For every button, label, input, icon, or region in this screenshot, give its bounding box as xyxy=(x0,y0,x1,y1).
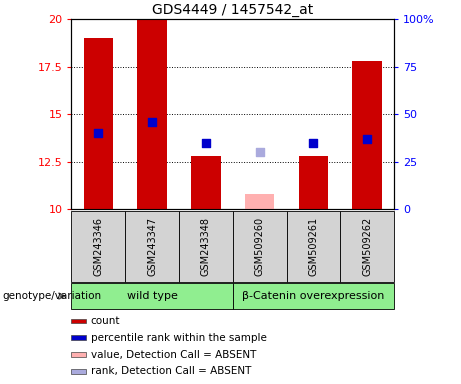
Text: GSM243347: GSM243347 xyxy=(147,217,157,276)
Bar xyxy=(245,194,274,209)
Text: count: count xyxy=(91,316,120,326)
Point xyxy=(95,130,102,136)
Bar xyxy=(71,369,86,374)
Bar xyxy=(125,211,179,282)
Bar xyxy=(299,156,328,209)
Bar xyxy=(71,283,233,309)
Point xyxy=(148,119,156,125)
Text: β-Catenin overexpression: β-Catenin overexpression xyxy=(242,291,384,301)
Text: GSM243346: GSM243346 xyxy=(93,217,103,276)
Text: genotype/variation: genotype/variation xyxy=(2,291,101,301)
Bar xyxy=(71,211,125,282)
Text: GSM509260: GSM509260 xyxy=(254,217,265,276)
Bar xyxy=(137,19,167,209)
Bar xyxy=(340,211,394,282)
Text: wild type: wild type xyxy=(127,291,177,301)
Text: GSM509261: GSM509261 xyxy=(308,217,319,276)
Bar xyxy=(191,156,221,209)
Bar xyxy=(83,38,113,209)
Bar xyxy=(287,211,340,282)
Text: GSM509262: GSM509262 xyxy=(362,217,372,276)
Bar xyxy=(233,211,287,282)
Bar xyxy=(179,211,233,282)
Text: value, Detection Call = ABSENT: value, Detection Call = ABSENT xyxy=(91,349,256,360)
Point xyxy=(256,149,263,156)
Point xyxy=(364,136,371,142)
Bar xyxy=(71,335,86,340)
Text: GSM243348: GSM243348 xyxy=(201,217,211,276)
Bar xyxy=(71,352,86,357)
Point xyxy=(202,140,210,146)
Point xyxy=(310,140,317,146)
Bar xyxy=(353,61,382,209)
Text: percentile rank within the sample: percentile rank within the sample xyxy=(91,333,267,343)
Bar xyxy=(233,283,394,309)
Text: rank, Detection Call = ABSENT: rank, Detection Call = ABSENT xyxy=(91,366,251,376)
Bar xyxy=(71,319,86,323)
Title: GDS4449 / 1457542_at: GDS4449 / 1457542_at xyxy=(152,3,313,17)
